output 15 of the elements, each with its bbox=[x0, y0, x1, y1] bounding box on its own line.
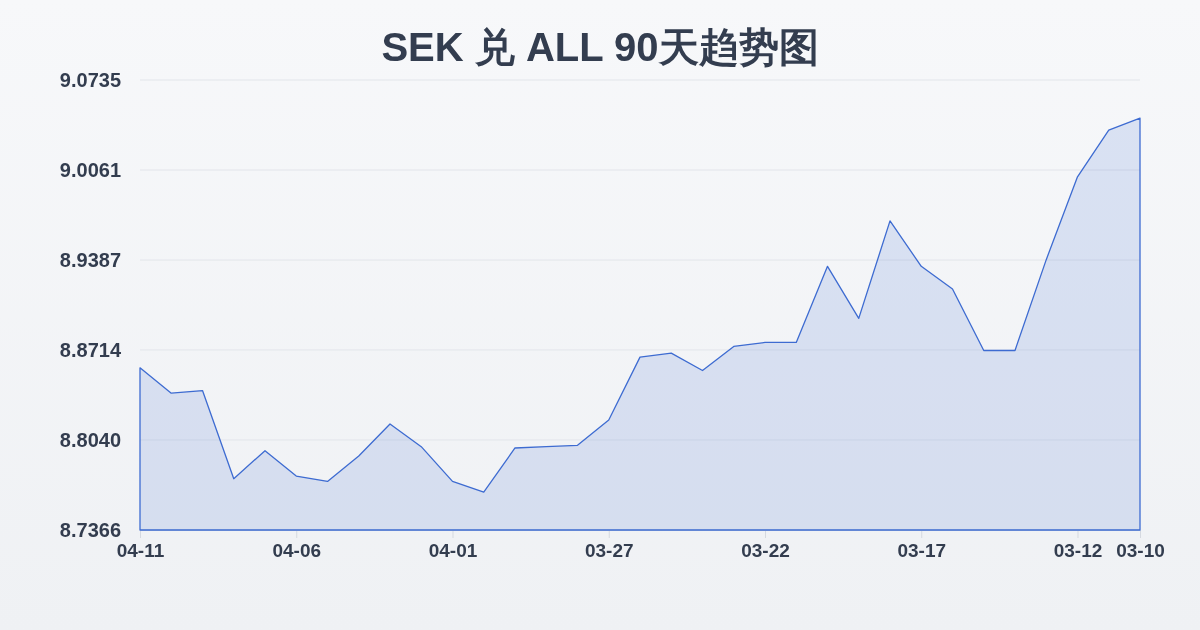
x-tick-label: 04-11 bbox=[116, 540, 165, 562]
y-tick-label: 9.0735 bbox=[59, 68, 121, 91]
y-tick-label: 8.7366 bbox=[59, 518, 121, 541]
x-tick-label: 03-22 bbox=[741, 540, 790, 562]
y-tick-label: 9.0061 bbox=[59, 158, 121, 181]
x-tick-label: 04-01 bbox=[428, 540, 478, 562]
y-tick-label: 8.9387 bbox=[59, 248, 121, 271]
y-tick-label: 8.8714 bbox=[59, 338, 122, 361]
x-tick-label: 04-06 bbox=[272, 540, 322, 562]
y-tick-label: 8.8040 bbox=[59, 428, 121, 451]
x-tick-label: 03-17 bbox=[897, 540, 947, 562]
x-tick-label: 03-12 bbox=[1053, 540, 1103, 562]
x-tick-label: 03-10 bbox=[1116, 540, 1165, 562]
chart-title: SEK 兑 ALL 90天趋势图 bbox=[381, 25, 819, 69]
x-tick-label: 03-27 bbox=[584, 540, 634, 562]
